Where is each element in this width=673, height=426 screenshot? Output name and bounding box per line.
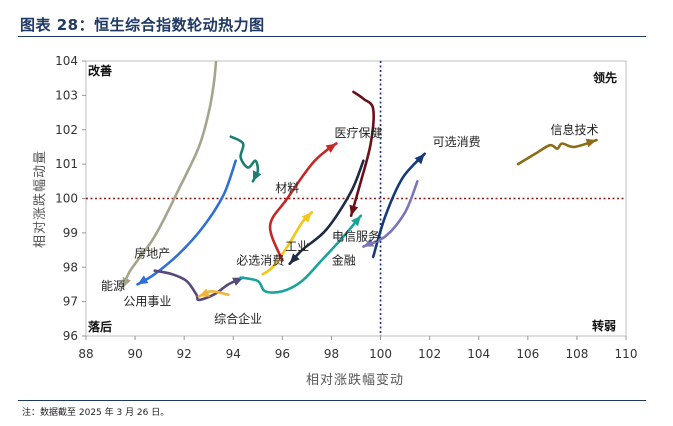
x-tick-label: 104 (467, 347, 490, 361)
y-tick-label: 103 (55, 88, 78, 102)
x-tick-label: 94 (226, 347, 241, 361)
y-tick-label: 99 (63, 226, 78, 240)
title-divider (18, 36, 646, 37)
series-layer (121, 61, 598, 302)
series-line-10 (349, 90, 375, 217)
y-tick-label: 97 (63, 295, 78, 309)
series-label-3: 公用事业 (123, 295, 171, 309)
series-label-6: 工业 (285, 240, 309, 254)
series-line-12 (516, 138, 598, 166)
x-axis-title: 相对涨跌幅变动 (306, 372, 404, 388)
series-line-3 (136, 159, 237, 286)
x-tick-label: 102 (418, 347, 441, 361)
series-arrowhead-10 (349, 204, 359, 216)
y-tick-label: 100 (55, 192, 78, 206)
footer-divider (18, 400, 646, 401)
series-line-1 (121, 61, 218, 290)
quadrant-label-bottom-left: 落后 (88, 319, 112, 334)
series-line-4 (153, 269, 245, 302)
series-label-2: 能源 (101, 279, 125, 293)
series-label-8: 医疗保健 (334, 126, 382, 140)
series-label-7: 材料 (275, 181, 299, 195)
y-axis-title: 相对涨跌幅动量 (32, 150, 48, 248)
series-line-9 (288, 159, 365, 266)
series-arrowhead-13 (363, 238, 375, 247)
quadrant-label-bottom-right: 转弱 (592, 318, 616, 333)
series-arrowhead-2 (252, 170, 262, 182)
series-line-7 (239, 214, 363, 294)
series-label-9: 电信服务 (332, 228, 380, 243)
series-line-8 (268, 142, 338, 262)
x-tick-label: 100 (369, 347, 392, 361)
quadrant-label-top-left: 改善 (88, 63, 112, 78)
y-tick-label: 102 (55, 123, 78, 137)
series-line-11 (371, 152, 426, 259)
series-label-1: 房地产 (134, 246, 170, 261)
series-arrowhead-1 (122, 276, 131, 288)
series-label-5: 必选消费 (236, 253, 284, 267)
y-tick-label: 98 (63, 260, 78, 274)
series-arrowhead-9 (289, 253, 300, 264)
series-arrowhead-4 (232, 277, 244, 286)
x-tick-label: 98 (324, 347, 339, 361)
rotation-heatmap-chart: 96 97 98 99 100 101 102 103 104 88 90 92 94 96 98 100 10… (32, 54, 637, 388)
series-arrowhead-8 (325, 143, 337, 153)
series-arrowhead-11 (414, 153, 425, 165)
x-tick-label: 92 (177, 347, 192, 361)
series-arrowhead-5 (198, 288, 210, 297)
series-arrowhead-12 (585, 138, 597, 148)
x-tick-label: 90 (127, 347, 142, 361)
series-arrowhead-6 (301, 212, 312, 223)
axes-layer: 96 97 98 99 100 101 102 103 104 88 90 92 94 96 98 100 10… (55, 54, 637, 361)
y-tick-label: 101 (55, 157, 78, 171)
series-arrowhead-3 (137, 275, 149, 285)
series-label-4: 综合企业 (214, 311, 262, 326)
series-label-11: 可选消费 (433, 135, 481, 149)
series-label-12: 信息技术 (550, 122, 598, 137)
chart-title: 图表 28：恒生综合指数轮动热力图 (20, 16, 265, 34)
x-tick-label: 96 (275, 347, 290, 361)
y-tick-label: 104 (55, 54, 78, 68)
x-tick-label: 110 (615, 347, 638, 361)
series-arrowhead-7 (351, 215, 361, 227)
x-tick-label: 106 (516, 347, 539, 361)
y-tick-label: 96 (63, 329, 78, 343)
series-label-10: 金融 (332, 252, 356, 267)
series-line-2 (229, 135, 260, 183)
series-line-13 (362, 180, 419, 248)
footnote: 注：数据截至 2025 年 3 月 26 日。 (22, 408, 170, 418)
quadrant-label-top-right: 领先 (593, 70, 617, 85)
x-tick-label: 88 (78, 347, 93, 361)
x-tick-label: 108 (565, 347, 588, 361)
